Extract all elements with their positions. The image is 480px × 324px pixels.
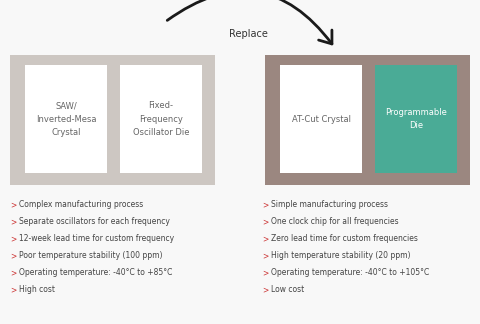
Text: AT-Cut Crystal: AT-Cut Crystal: [291, 114, 350, 123]
Text: Poor temperature stability (100 ppm): Poor temperature stability (100 ppm): [19, 251, 163, 260]
Bar: [265, 55, 470, 185]
Bar: [375, 65, 457, 173]
Text: >: >: [262, 200, 268, 209]
Text: >: >: [262, 251, 268, 260]
Text: High cost: High cost: [19, 285, 55, 294]
Text: Replace: Replace: [228, 29, 267, 39]
Text: Complex manufacturing process: Complex manufacturing process: [19, 200, 143, 209]
FancyArrowPatch shape: [167, 0, 332, 44]
Text: >: >: [262, 285, 268, 294]
Bar: [10, 55, 215, 185]
Bar: [25, 65, 107, 173]
Text: Fixed-
Frequency
Oscillator Die: Fixed- Frequency Oscillator Die: [133, 101, 189, 137]
Text: >: >: [262, 268, 268, 277]
Text: High temperature stability (20 ppm): High temperature stability (20 ppm): [271, 251, 410, 260]
Text: >: >: [10, 234, 16, 243]
Text: Operating temperature: -40°C to +85°C: Operating temperature: -40°C to +85°C: [19, 268, 172, 277]
Text: SAW/
Inverted-Mesa
Crystal: SAW/ Inverted-Mesa Crystal: [36, 101, 96, 137]
Text: Programmable
Die: Programmable Die: [385, 108, 447, 130]
Text: >: >: [10, 200, 16, 209]
Text: >: >: [10, 217, 16, 226]
Text: >: >: [10, 251, 16, 260]
Text: Low cost: Low cost: [271, 285, 304, 294]
Bar: [280, 65, 362, 173]
Text: Zero lead time for custom frequencies: Zero lead time for custom frequencies: [271, 234, 418, 243]
Text: Simple manufacturing process: Simple manufacturing process: [271, 200, 388, 209]
Text: >: >: [10, 268, 16, 277]
Text: >: >: [10, 285, 16, 294]
Bar: [120, 65, 202, 173]
Text: >: >: [262, 234, 268, 243]
Text: One clock chip for all frequencies: One clock chip for all frequencies: [271, 217, 398, 226]
Text: Operating temperature: -40°C to +105°C: Operating temperature: -40°C to +105°C: [271, 268, 429, 277]
Text: 12-week lead time for custom frequency: 12-week lead time for custom frequency: [19, 234, 174, 243]
Text: >: >: [262, 217, 268, 226]
Text: Separate oscillators for each frequency: Separate oscillators for each frequency: [19, 217, 170, 226]
